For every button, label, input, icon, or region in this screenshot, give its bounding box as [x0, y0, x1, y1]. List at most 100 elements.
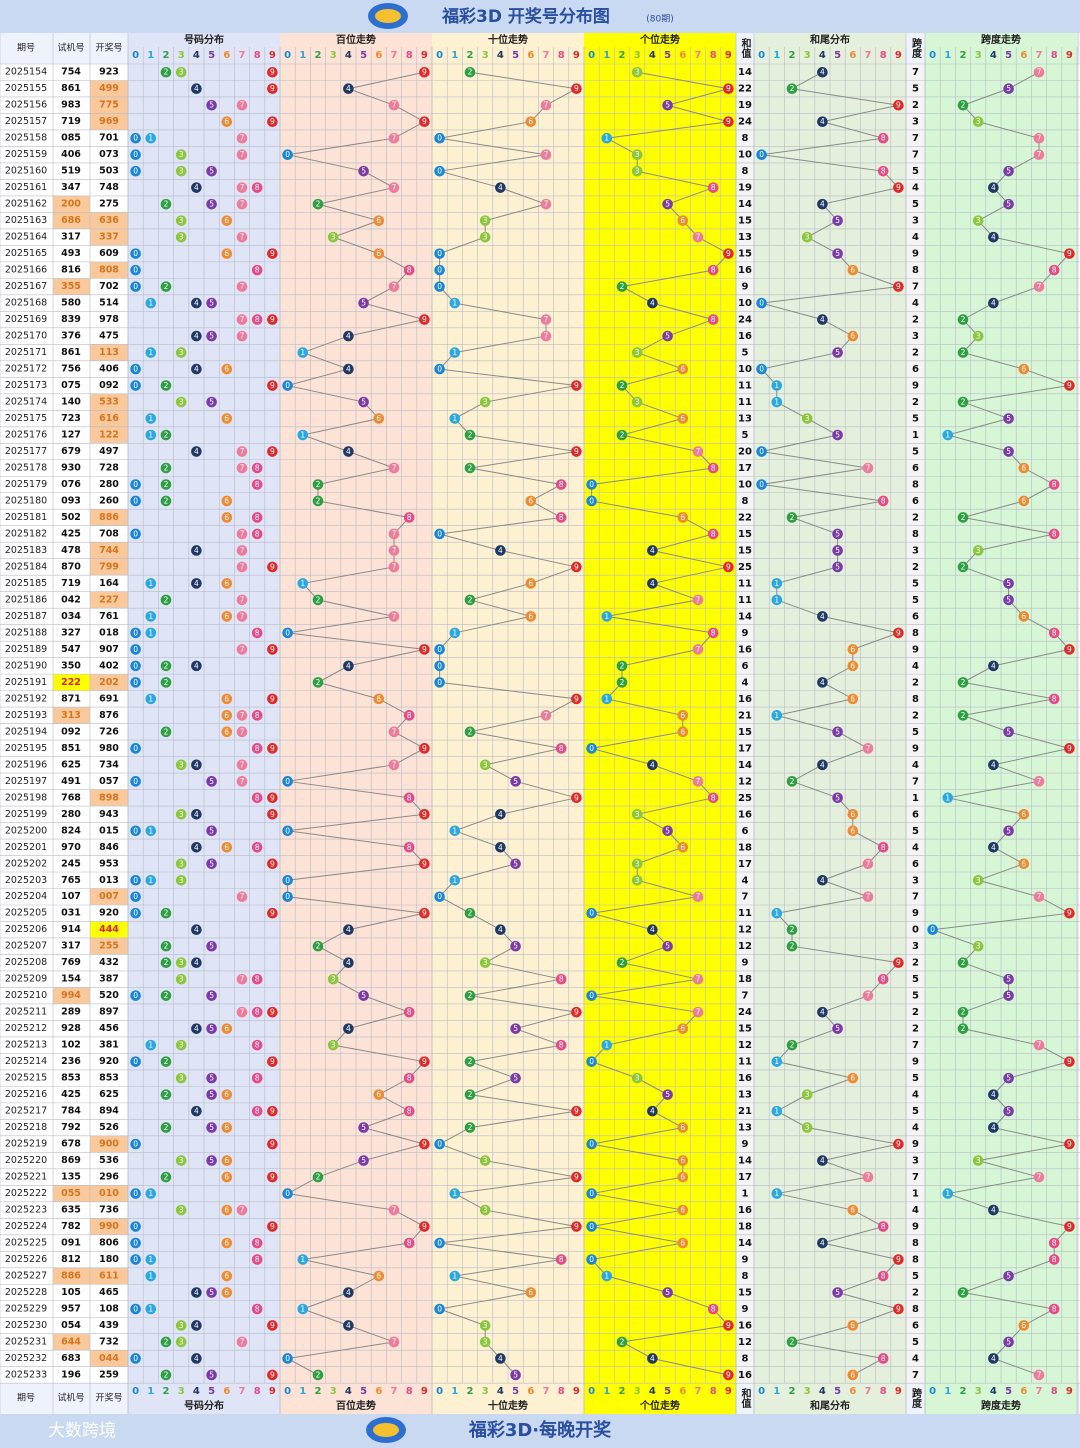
span-value: 4	[912, 760, 919, 771]
ball	[160, 1056, 172, 1067]
ball-digit: 3	[976, 117, 981, 126]
span-value: 5	[912, 826, 919, 837]
draw-number: 514	[99, 298, 119, 309]
ball-digit: 4	[820, 1156, 825, 1165]
digit-header: 9	[269, 1386, 276, 1397]
ball	[221, 693, 233, 705]
ball-digit: 3	[635, 167, 640, 176]
ball	[145, 413, 157, 424]
span-value: 2	[912, 710, 919, 721]
ball	[175, 759, 187, 771]
ball	[267, 1171, 278, 1183]
ball-digit: 8	[1052, 529, 1057, 538]
ball	[191, 545, 202, 556]
span-value: 2	[912, 958, 919, 969]
digit-header: 2	[467, 1386, 474, 1397]
ball	[206, 297, 217, 309]
ball-digit: 0	[437, 266, 442, 275]
ball-digit: 7	[544, 101, 549, 110]
period: 2025161	[5, 182, 47, 193]
ball	[616, 677, 628, 688]
ball	[786, 776, 798, 787]
ball	[862, 990, 874, 1001]
ball	[832, 248, 843, 259]
ball-digit: 0	[133, 1354, 138, 1363]
ball	[464, 429, 476, 441]
digit-header: 7	[1036, 1386, 1043, 1397]
ball-digit: 5	[1006, 1074, 1011, 1083]
digit-header: 8	[254, 1386, 261, 1397]
ball-digit: 5	[1006, 447, 1011, 456]
ball-digit: 3	[805, 1090, 810, 1099]
trial-number: 091	[61, 1238, 81, 1249]
ball	[647, 297, 658, 309]
ball	[221, 1287, 233, 1298]
ball-digit: 2	[961, 398, 966, 407]
ball-digit: 1	[300, 1304, 305, 1313]
ball	[817, 116, 828, 128]
draw-number: 122	[99, 430, 119, 441]
ball-digit: 7	[240, 200, 245, 209]
ball-digit: 2	[164, 1090, 169, 1099]
span-value: 8	[912, 265, 919, 276]
ball-digit: 4	[498, 1354, 503, 1363]
ball-digit: 4	[991, 183, 996, 192]
ball	[988, 1353, 999, 1364]
ball	[862, 1171, 874, 1183]
ball-digit: 0	[133, 826, 138, 835]
ball	[847, 660, 859, 672]
digit-header: 4	[193, 1386, 200, 1397]
ball	[832, 429, 843, 441]
section-label: 跨度走势	[981, 33, 1021, 46]
ball-digit: 7	[392, 464, 397, 473]
ball	[847, 808, 859, 820]
digit-header: 5	[360, 1386, 367, 1397]
ball-digit: 5	[1006, 84, 1011, 93]
ball	[175, 1155, 187, 1166]
digit-header: 6	[679, 50, 686, 61]
ball-digit: 8	[407, 513, 412, 522]
ball-digit: 7	[240, 562, 245, 571]
ball-digit: 3	[179, 975, 184, 984]
ball	[1003, 726, 1014, 738]
ball	[221, 1171, 233, 1183]
ball	[191, 660, 202, 672]
trial-number: 042	[61, 594, 81, 605]
section-label: 和尾分布	[809, 1399, 850, 1412]
ball-digit: 9	[422, 859, 427, 868]
ball	[312, 1369, 324, 1381]
ball-digit: 6	[376, 1272, 381, 1281]
ball	[221, 578, 233, 589]
ball	[479, 1155, 491, 1166]
sum-value: 18	[738, 842, 752, 853]
ball	[555, 479, 567, 490]
draw-number: 897	[99, 1007, 119, 1018]
ball	[251, 627, 263, 639]
ball	[358, 297, 369, 309]
ball-digit: 3	[179, 1156, 184, 1165]
ball-digit: 9	[1067, 744, 1072, 753]
ball-digit: 4	[820, 1008, 825, 1017]
ball	[817, 314, 828, 325]
period: 2025200	[5, 825, 47, 836]
ball-digit: 0	[437, 1140, 442, 1149]
ball-digit: 4	[346, 1024, 351, 1033]
trial-number: 812	[61, 1254, 81, 1265]
ball-digit: 9	[896, 101, 901, 110]
ball	[373, 693, 385, 705]
ball	[647, 578, 658, 589]
ball-digit: 6	[850, 266, 855, 275]
ball	[1003, 446, 1014, 457]
ball	[388, 1204, 400, 1216]
ball-digit: 6	[376, 694, 381, 703]
ball	[434, 281, 445, 292]
ball	[160, 677, 172, 688]
ball-digit: 6	[224, 579, 229, 588]
period: 2025212	[5, 1023, 47, 1034]
ball	[631, 858, 643, 870]
subtitle: (80期)	[646, 14, 673, 25]
span-value: 6	[912, 496, 919, 507]
period-header: 期号	[17, 43, 35, 54]
ball-digit: 7	[866, 744, 871, 753]
ball-digit: 3	[635, 859, 640, 868]
